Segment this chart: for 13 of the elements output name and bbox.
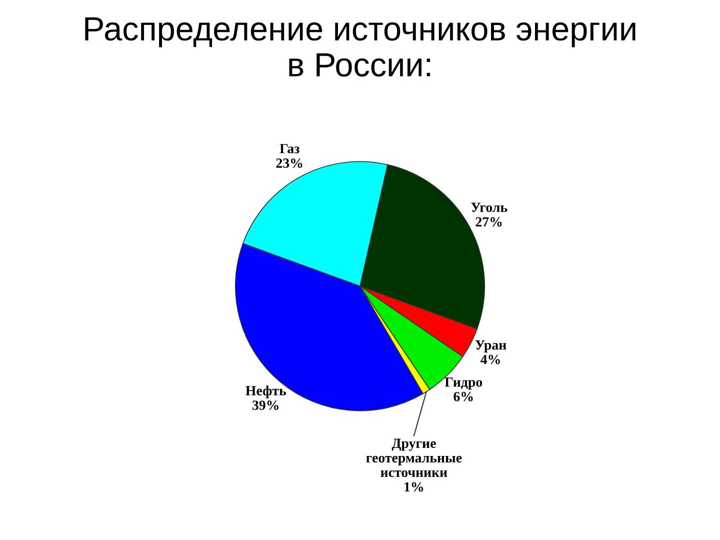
data-label: 1% bbox=[404, 482, 424, 492]
chart-title: Распределение источников энергии в России: bbox=[85, 17, 636, 77]
slice-label: Уголь bbox=[471, 202, 508, 212]
data-label: 27% bbox=[476, 217, 502, 227]
data-label: 4% bbox=[480, 354, 500, 364]
data-label: 6% bbox=[454, 392, 473, 402]
slice-label: Другие геотермальные источники bbox=[366, 438, 462, 478]
slice-label: Гидро bbox=[444, 378, 482, 390]
data-label: 23% bbox=[276, 158, 302, 168]
slice-label: Уран bbox=[475, 340, 506, 352]
slice-label: Газ bbox=[280, 144, 300, 154]
slice-label: Нефть bbox=[246, 386, 286, 398]
data-label: 39% bbox=[252, 400, 278, 410]
